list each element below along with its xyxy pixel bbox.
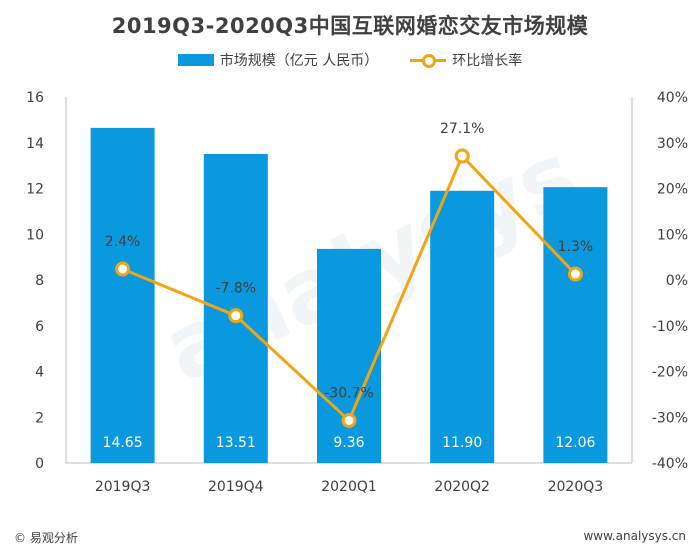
y-right-tick-label: 10% (657, 227, 688, 243)
growth-rate-marker-2019Q3 (115, 261, 131, 277)
bar-value-label: 12.06 (555, 435, 595, 451)
x-tick-label: 2020Q2 (434, 479, 490, 495)
growth-rate-label: 27.1% (440, 121, 484, 137)
y-left-tick-label: 6 (35, 319, 44, 335)
bar-2020Q2 (430, 190, 495, 463)
y-right-tick-label: -10% (652, 319, 688, 335)
y-right-tick-label: 20% (657, 182, 688, 198)
bar-value-label: 14.65 (103, 435, 143, 451)
footer-url: www.analysys.cn (583, 529, 686, 543)
growth-rate-label: 1.3% (558, 239, 594, 255)
y-right-tick-label: 40% (657, 90, 688, 106)
legend-line-swatch (410, 53, 447, 68)
y-left-tick-label: 0 (35, 456, 44, 472)
y-left-tick-label: 10 (26, 227, 44, 243)
legend-item-growth-rate: 环比增长率 (410, 50, 522, 70)
y-right-tick-label: 0% (666, 273, 688, 289)
footer-source: © 易观分析 (14, 531, 78, 545)
bar-2020Q1 (317, 248, 381, 463)
growth-rate-marker-2019Q4 (228, 308, 244, 324)
legend-bar-swatch (177, 54, 214, 66)
bar-value-label: 9.36 (333, 435, 364, 451)
y-left-tick-label: 4 (35, 365, 44, 381)
y-left-tick-label: 12 (26, 182, 44, 198)
growth-rate-label: -7.8% (215, 281, 256, 297)
legend: 市场规模（亿元 人民币） 环比增长率 (0, 50, 700, 70)
growth-rate-label: 2.4% (105, 234, 141, 250)
y-right-tick-label: -30% (652, 410, 688, 426)
x-tick-label: 2020Q3 (548, 479, 604, 495)
legend-label-growth-rate: 环比增长率 (452, 53, 523, 69)
legend-label-market-size: 市场规模（亿元 人民币） (219, 53, 379, 69)
bar-2020Q3 (543, 187, 608, 463)
y-left-tick-label: 8 (35, 273, 44, 289)
bar-value-label: 11.90 (442, 435, 482, 451)
growth-rate-marker-2020Q2 (454, 148, 470, 164)
growth-rate-marker-2020Q3 (567, 266, 583, 282)
y-left-tick-label: 2 (35, 410, 44, 426)
x-tick-label: 2020Q1 (321, 479, 377, 495)
x-tick-label: 2019Q3 (95, 479, 151, 495)
y-left-tick-label: 16 (26, 90, 44, 106)
x-tick-label: 2019Q4 (208, 479, 264, 495)
y-right-tick-label: -40% (652, 456, 688, 472)
chart-title: 2019Q3-2020Q3中国互联网婚恋交友市场规模 (111, 14, 589, 38)
growth-rate-label: -30.7% (324, 385, 374, 401)
legend-item-market-size: 市场规模（亿元 人民币） (177, 50, 379, 70)
y-right-tick-label: 30% (657, 136, 688, 152)
y-right-tick-label: -20% (652, 365, 688, 381)
bar-2019Q3 (90, 127, 155, 463)
y-left-tick-label: 14 (26, 136, 44, 152)
bar-value-label: 13.51 (216, 435, 256, 451)
growth-rate-marker-2020Q1 (341, 412, 357, 428)
